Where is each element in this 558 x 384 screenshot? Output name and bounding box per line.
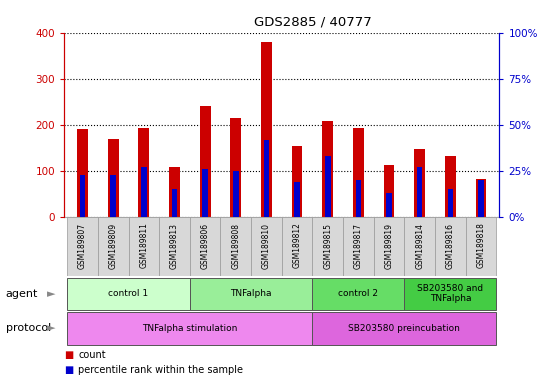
Bar <box>415 149 425 217</box>
Bar <box>261 42 272 217</box>
Text: ►: ► <box>47 289 56 299</box>
Bar <box>445 156 456 217</box>
Text: control 2: control 2 <box>338 289 378 298</box>
Text: ■: ■ <box>64 366 74 376</box>
Bar <box>323 121 333 217</box>
Text: GSM189816: GSM189816 <box>446 223 455 268</box>
Text: GSM189809: GSM189809 <box>109 222 118 268</box>
Text: ►: ► <box>47 323 56 333</box>
Text: SB203580 and
TNFalpha: SB203580 and TNFalpha <box>417 284 483 303</box>
Bar <box>312 312 497 344</box>
Text: control 1: control 1 <box>108 289 148 298</box>
Bar <box>220 217 251 276</box>
Bar <box>230 118 241 217</box>
Bar <box>475 179 487 217</box>
Bar <box>405 217 435 276</box>
Bar <box>80 175 85 217</box>
Bar <box>448 189 453 217</box>
Text: SB203580 preincubation: SB203580 preincubation <box>348 324 460 333</box>
Bar <box>172 189 177 217</box>
Bar <box>233 171 239 217</box>
Bar <box>312 278 405 310</box>
Bar <box>141 167 147 217</box>
Bar <box>386 193 392 217</box>
Bar <box>282 217 312 276</box>
Bar <box>478 180 484 217</box>
Bar <box>466 217 497 276</box>
Text: count: count <box>78 350 106 360</box>
Bar <box>190 278 312 310</box>
Text: GSM189812: GSM189812 <box>292 223 302 268</box>
Bar <box>190 217 220 276</box>
Text: ■: ■ <box>64 350 74 360</box>
Bar <box>384 166 395 217</box>
Bar <box>200 106 210 217</box>
Bar <box>77 129 88 217</box>
Text: GSM189807: GSM189807 <box>78 222 87 268</box>
Text: GSM189811: GSM189811 <box>140 223 148 268</box>
Text: protocol: protocol <box>6 323 51 333</box>
Text: agent: agent <box>6 289 38 299</box>
Bar <box>435 217 466 276</box>
Text: GDS2885 / 40777: GDS2885 / 40777 <box>254 16 372 29</box>
Bar <box>67 217 98 276</box>
Text: TNFalpha stimulation: TNFalpha stimulation <box>142 324 238 333</box>
Bar <box>169 167 180 217</box>
Text: GSM189814: GSM189814 <box>415 223 424 268</box>
Text: GSM189817: GSM189817 <box>354 223 363 268</box>
Bar <box>67 278 190 310</box>
Bar <box>343 217 374 276</box>
Bar <box>67 312 312 344</box>
Text: GSM189806: GSM189806 <box>201 222 210 268</box>
Bar <box>138 128 149 217</box>
Bar <box>264 139 269 217</box>
Text: GSM189813: GSM189813 <box>170 223 179 268</box>
Bar <box>110 175 116 217</box>
Bar <box>98 217 128 276</box>
Text: GSM189815: GSM189815 <box>323 223 332 268</box>
Bar <box>417 167 422 217</box>
Text: GSM189810: GSM189810 <box>262 223 271 268</box>
Bar <box>108 139 118 217</box>
Bar <box>251 217 282 276</box>
Bar <box>159 217 190 276</box>
Bar <box>292 146 302 217</box>
Bar <box>128 217 159 276</box>
Text: GSM189818: GSM189818 <box>477 223 485 268</box>
Bar <box>203 169 208 217</box>
Bar <box>325 156 330 217</box>
Bar <box>312 217 343 276</box>
Text: GSM189808: GSM189808 <box>232 223 240 268</box>
Bar <box>353 128 364 217</box>
Bar <box>405 278 497 310</box>
Text: TNFalpha: TNFalpha <box>230 289 272 298</box>
Text: GSM189819: GSM189819 <box>384 223 393 268</box>
Bar <box>295 182 300 217</box>
Bar <box>374 217 405 276</box>
Text: percentile rank within the sample: percentile rank within the sample <box>78 366 243 376</box>
Bar <box>355 180 361 217</box>
